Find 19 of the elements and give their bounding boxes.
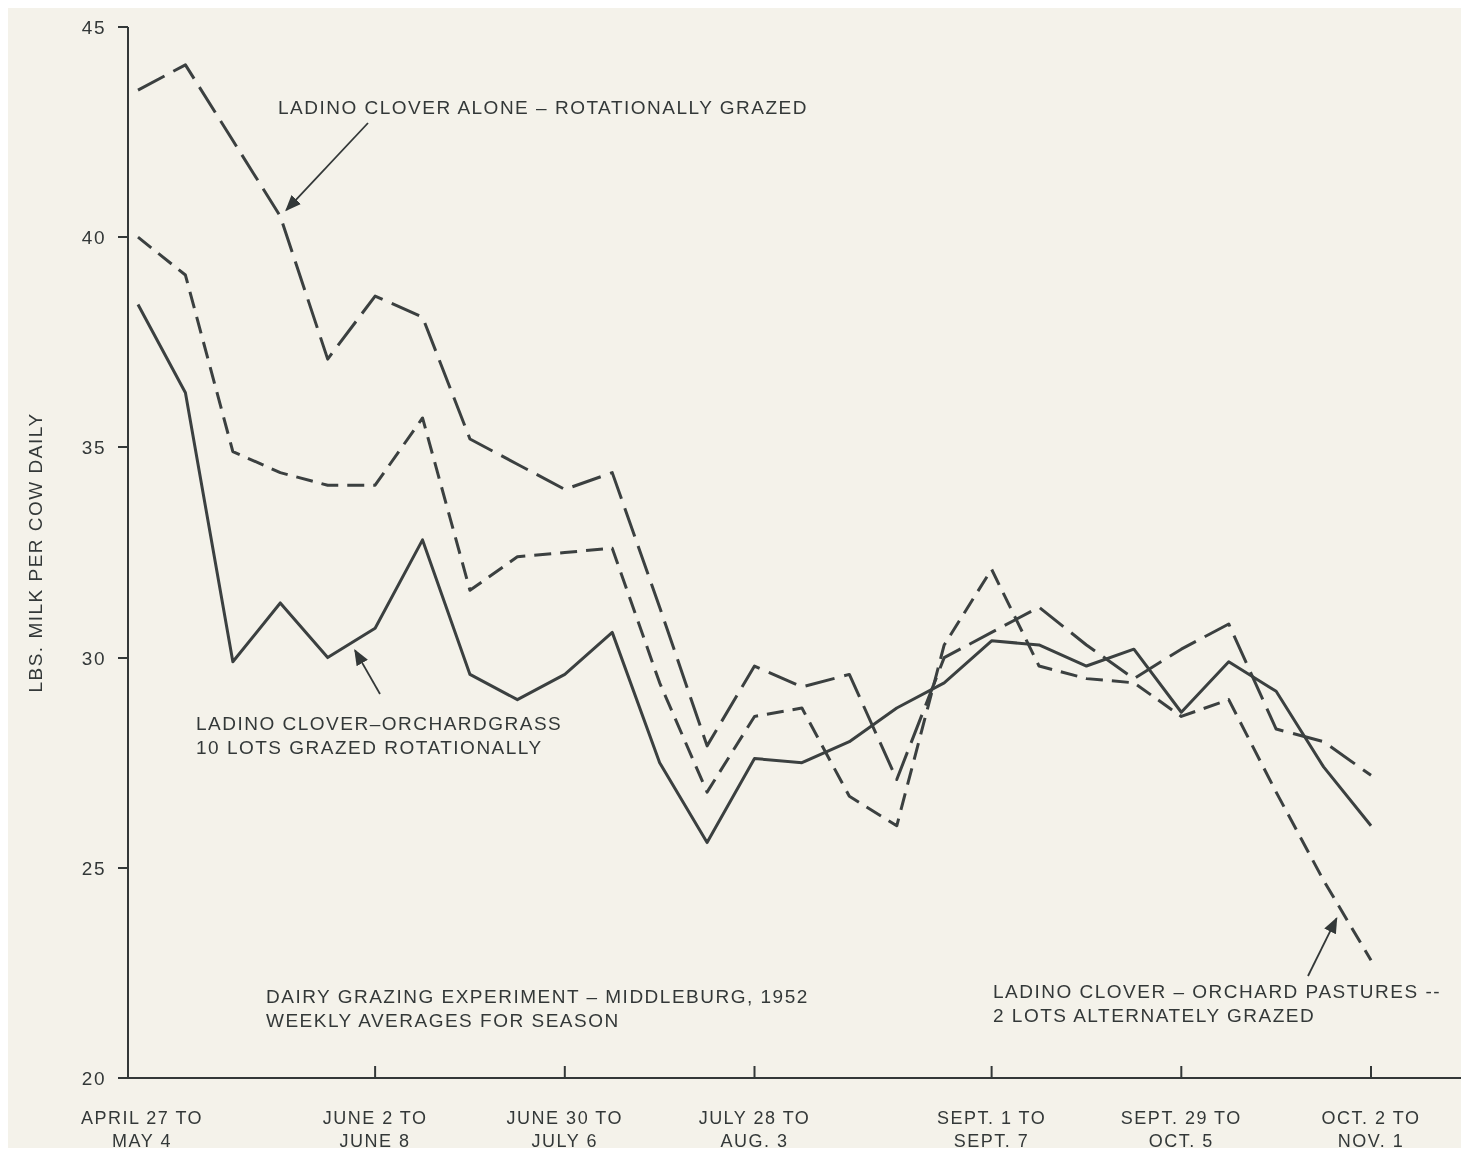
- x-tick-label: JUNE 2 TO JUNE 8: [322, 1108, 428, 1151]
- y-tick-label: 35: [81, 437, 106, 459]
- x-tick-label: OCT. 2 TO NOV. 1: [1321, 1108, 1421, 1151]
- y-tick-label: 20: [81, 1068, 106, 1089]
- x-tick-label: JUNE 30 TO JULY 6: [506, 1108, 623, 1151]
- x-tick-label: SEPT. 29 TO OCT. 5: [1120, 1108, 1242, 1151]
- legend-label: LADINO CLOVER–ORCHARDGRASS 10 LOTS GRAZED ROTATIONALLY: [196, 713, 563, 758]
- x-tick-label: SEPT. 1 TO SEPT. 7: [936, 1108, 1047, 1151]
- y-tick-label: 25: [81, 857, 106, 879]
- annotation: DAIRY GRAZING EXPERIMENT – MIDDLEBURG, 1952: [266, 986, 809, 1007]
- x-tick-label: APRIL 27 TO MAY 4: [80, 1108, 204, 1151]
- y-tick-label: 30: [81, 647, 106, 669]
- text: LADINO CLOVER – ORCHARD PASTURES -- 2 LOTS ALTERNATELY GRAZED: [993, 981, 1442, 1026]
- y-tick-label: 45: [81, 17, 106, 38]
- text: LADINO CLOVER ALONE – ROTATIONALLY GRAZED: [278, 97, 808, 118]
- y-tick-label: 40: [81, 227, 106, 249]
- annotation: WEEKLY AVERAGES FOR SEASON: [266, 1010, 620, 1031]
- x-tick-label: JULY 28 TO AUG. 3: [698, 1108, 811, 1151]
- y-axis-title: LBS. MILK PER COW DAILY: [25, 412, 46, 693]
